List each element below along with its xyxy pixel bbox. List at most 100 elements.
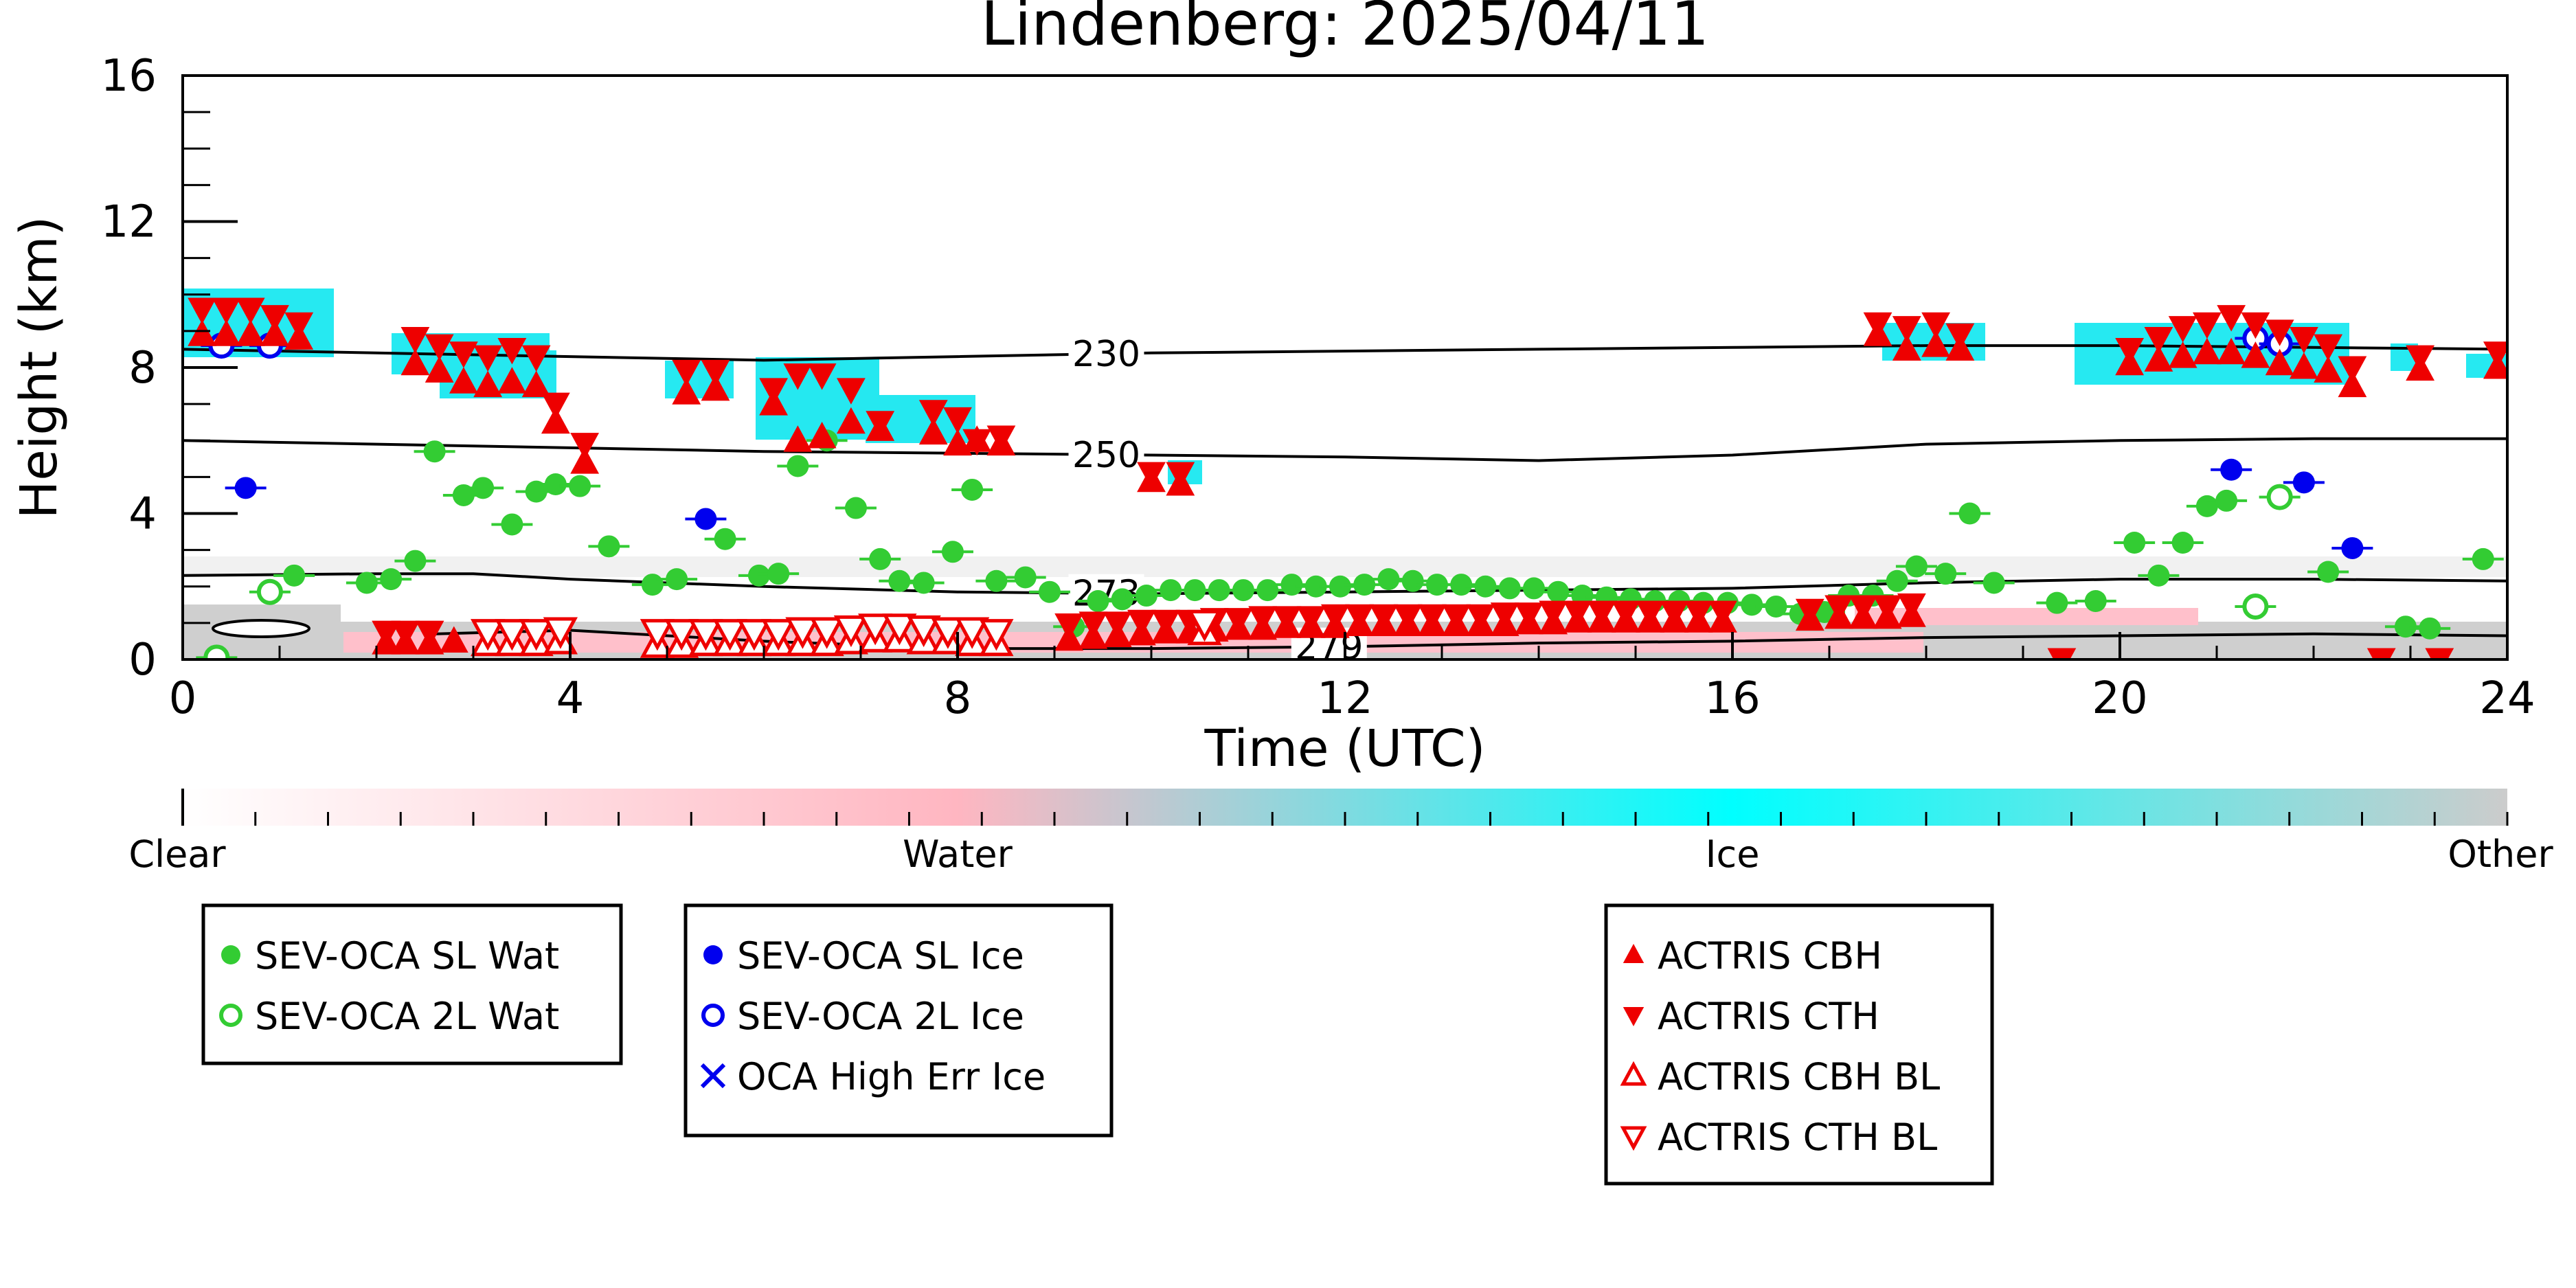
point-sev-oca-sl-ice — [234, 477, 257, 499]
point-actris-cbh — [439, 626, 468, 653]
legend-label: OCA High Err Ice — [737, 1055, 1046, 1098]
point-actris-cth — [1442, 604, 1471, 631]
colorbar-label-other: Other — [2448, 833, 2553, 876]
point-actris-cth — [986, 425, 1016, 452]
point-actris-cbh — [497, 367, 527, 394]
point-actris-cth — [2314, 334, 2343, 361]
point-sev-oca-2l-wat — [203, 644, 230, 659]
contour-label-bg — [1068, 435, 1144, 474]
point-actris-cth-bl — [906, 615, 941, 648]
legend-box — [683, 903, 1114, 1138]
point-sev-oca-sl-wat — [452, 484, 475, 506]
y-tick-label: 12 — [101, 197, 157, 248]
point-sev-oca-sl-ice — [2292, 471, 2315, 494]
point-actris-cbh — [2338, 370, 2367, 398]
point-actris-cth — [236, 297, 265, 324]
x-tick-label: 16 — [1704, 673, 1760, 724]
point-sev-oca-sl-wat — [1547, 580, 1570, 603]
point-sev-oca-sl-wat — [2215, 489, 2238, 512]
point-sev-oca-sl-wat — [1450, 574, 1473, 596]
point-actris-cth — [212, 297, 241, 324]
point-actris-cbh — [425, 356, 454, 383]
legend-box — [1604, 903, 1994, 1186]
x-tick-label: 4 — [556, 673, 585, 724]
point-sev-oca-sl-wat — [2084, 590, 2107, 612]
point-actris-cth — [521, 345, 551, 372]
point-actris-cth-bl — [979, 619, 1014, 651]
point-sev-oca-sl-ice — [694, 508, 717, 530]
point-sev-oca-sl-wat — [404, 550, 427, 572]
point-actris-cth — [962, 429, 992, 456]
point-sev-oca-sl-wat — [1353, 574, 1376, 596]
point-actris-cth — [1054, 613, 1084, 640]
x-tick-label: 20 — [2092, 673, 2147, 724]
point-actris-cth — [1897, 593, 1926, 620]
point-sev-oca-sl-wat — [1329, 575, 1351, 598]
point-actris-cth — [1921, 312, 1950, 339]
point-actris-cbh — [1892, 334, 1921, 361]
point-actris-cbh — [260, 319, 289, 346]
point-actris-cbh — [783, 425, 813, 452]
point-actris-cth — [918, 400, 948, 427]
point-actris-cth — [1166, 462, 1195, 489]
point-sev-oca-sl-wat — [1184, 579, 1206, 602]
point-actris-cth — [1563, 600, 1592, 627]
point-sev-oca-sl-wat — [666, 568, 688, 591]
point-actris-cbh — [449, 367, 478, 394]
point-actris-cth — [943, 407, 972, 434]
point-sev-oca-sl-wat — [1765, 595, 1787, 618]
point-sev-oca-sl-wat — [1304, 575, 1327, 598]
point-actris-cth — [1248, 606, 1278, 633]
point-actris-cbh — [701, 374, 730, 401]
point-actris-cth — [783, 363, 813, 390]
point-actris-cth — [2425, 648, 2454, 659]
point-sev-oca-sl-wat — [2394, 615, 2417, 638]
point-actris-cth — [1137, 462, 1166, 489]
point-actris-cth — [497, 337, 527, 365]
point-actris-cbh — [473, 370, 503, 398]
point-sev-oca-sl-wat — [2195, 495, 2218, 517]
point-sev-oca-sl-wat — [787, 455, 809, 477]
legend-box — [201, 903, 623, 1065]
contour-label: 230 — [1072, 334, 1140, 375]
legend-marker-sev-oca-2l-ice — [701, 1004, 725, 1027]
point-actris-cth — [400, 327, 430, 354]
point-sev-oca-sl-wat — [912, 572, 935, 594]
point-sev-oca-sl-wat — [525, 480, 547, 503]
point-actris-cbh — [2290, 352, 2318, 379]
point-actris-cth — [1824, 595, 1853, 622]
point-actris-cth — [1345, 604, 1375, 631]
point-actris-cth — [284, 312, 314, 339]
point-actris-cth — [1863, 312, 1893, 339]
point-sev-oca-sl-wat — [1905, 555, 1928, 578]
point-actris-cth-bl — [955, 617, 990, 649]
point-actris-cth — [2193, 312, 2222, 339]
legend-marker-sev-oca-sl-ice — [703, 945, 723, 964]
point-actris-cth — [2406, 345, 2434, 372]
point-actris-cth — [415, 620, 444, 648]
point-sev-oca-sl-wat — [1014, 566, 1037, 589]
point-actris-cth — [1849, 595, 1878, 622]
point-actris-cbh — [188, 319, 217, 346]
point-sev-oca-sl-wat — [501, 513, 523, 536]
legend-marker-actris-cth-bl — [1620, 1126, 1647, 1151]
point-actris-cth — [1892, 316, 1921, 343]
point-sev-oca-sl-wat — [1232, 579, 1254, 602]
point-sev-oca-sl-wat — [569, 475, 591, 497]
point-actris-cth — [1660, 600, 1689, 627]
point-actris-cbh — [2241, 341, 2270, 368]
point-actris-cth-bl — [1187, 609, 1222, 642]
point-sev-oca-sl-wat — [1958, 502, 1981, 525]
point-actris-cth — [1466, 604, 1495, 631]
temperature-contour — [183, 437, 2507, 462]
point-sev-oca-sl-wat — [985, 569, 1008, 592]
point-actris-cth — [2115, 337, 2144, 365]
point-actris-cbh — [2314, 356, 2343, 383]
point-actris-cth — [672, 359, 701, 387]
y-tick-label: 0 — [128, 635, 157, 686]
point-actris-cth — [2290, 327, 2318, 354]
point-actris-cth-bl — [809, 617, 844, 649]
point-actris-cth-bl — [930, 617, 966, 649]
point-sev-oca-sl-wat — [869, 547, 892, 570]
